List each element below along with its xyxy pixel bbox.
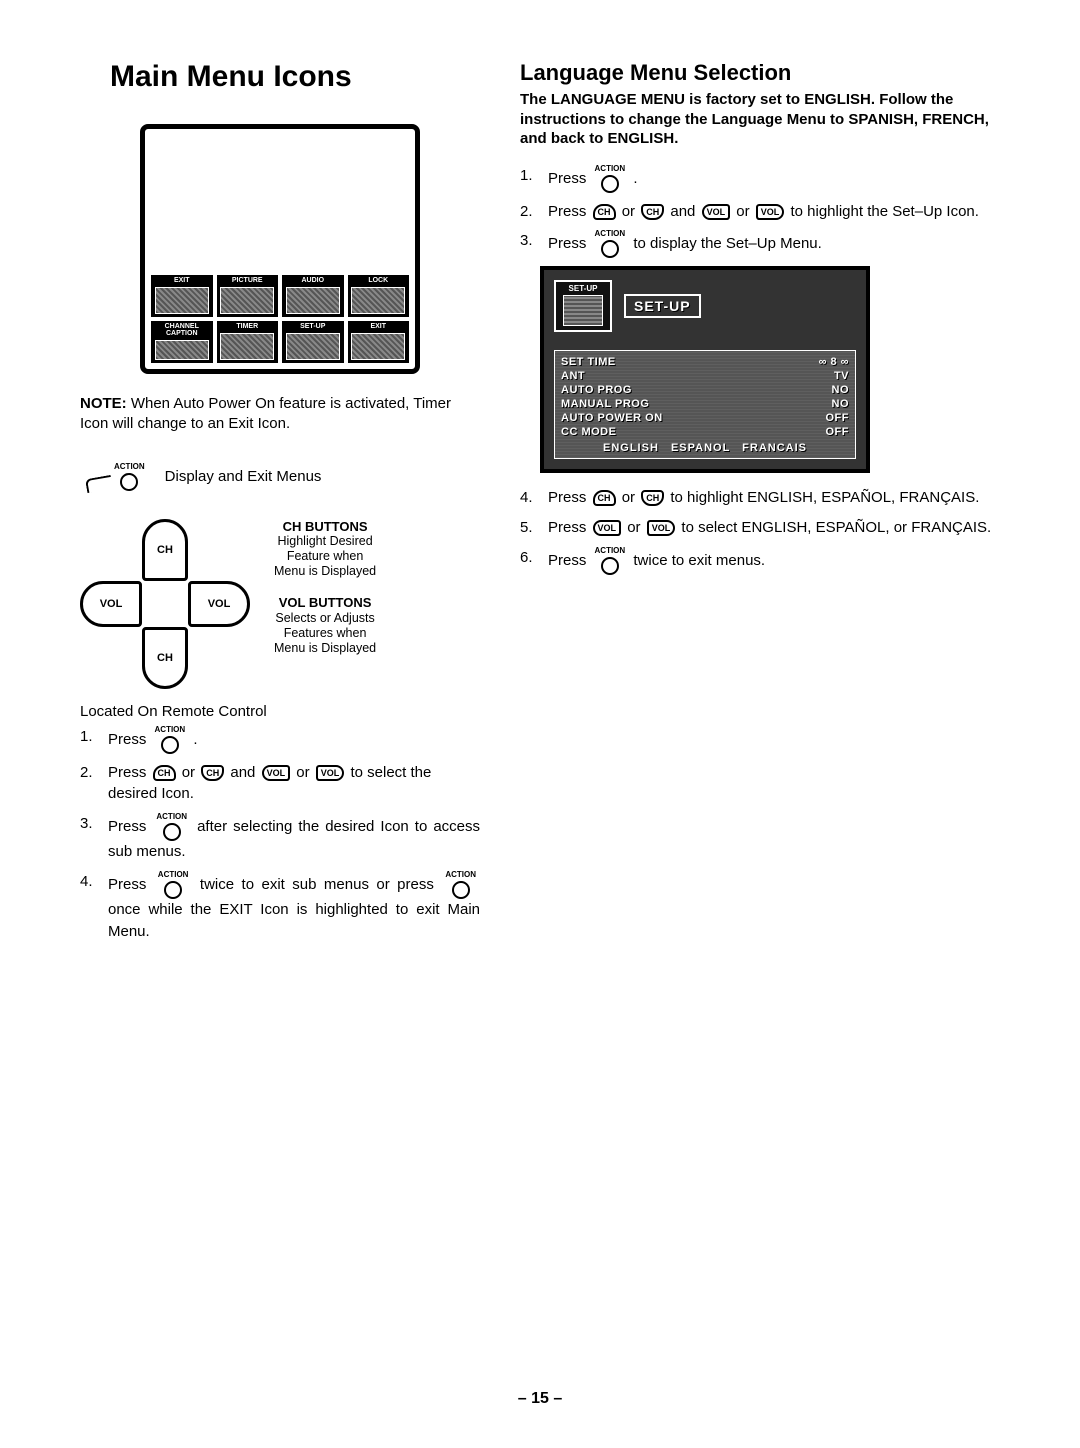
osd-row-set-time: SET TIME∞ 8 ∞	[561, 355, 849, 369]
vol-left-icon: VOL	[262, 765, 291, 781]
right-step-6: Press ACTION twice to exit menus.	[520, 547, 1000, 575]
right-step-5: Press VOL or VOL to select ENGLISH, ESPA…	[520, 517, 1000, 539]
language-intro: The LANGUAGE MENU is factory set to ENGL…	[520, 90, 1000, 149]
ch-up-icon: CH	[593, 204, 616, 220]
setup-osd-illustration: SET-UP SET-UP SET TIME∞ 8 ∞ ANTTV AUTO P…	[540, 266, 870, 473]
menu-icon-lock: LOCK	[348, 275, 410, 317]
ch-down-icon: CH	[201, 765, 224, 781]
vol-left-icon: VOL	[702, 204, 731, 220]
menu-icon-audio: AUDIO	[282, 275, 344, 317]
ch-up-icon: CH	[593, 490, 616, 506]
right-step-1: Press ACTION .	[520, 165, 1000, 193]
action-button-icon: ACTION	[595, 165, 626, 193]
dpad-vol-left: VOL	[80, 581, 142, 627]
tv-menu-illustration: EXIT PICTURE AUDIO LOCK CHANNEL CAPTION …	[140, 124, 420, 374]
left-steps: Press ACTION . Press CH or CH and VOL or…	[80, 726, 480, 943]
menu-icon-picture: PICTURE	[217, 275, 279, 317]
right-step-3: Press ACTION to display the Set–Up Menu.	[520, 230, 1000, 258]
left-step-4: Press ACTION twice to exit sub menus or …	[80, 871, 480, 943]
vol-right-icon: VOL	[316, 765, 345, 781]
osd-language-row: ENGLISH ESPANOL FRANCAIS	[561, 439, 849, 454]
osd-setup-badge: SET-UP	[624, 294, 701, 318]
right-step-2: Press CH or CH and VOL or VOL to highlig…	[520, 201, 1000, 223]
page-number: – 15 –	[80, 1390, 1000, 1408]
action-button-icon: ACTION	[155, 726, 186, 754]
menu-icon-exit: EXIT	[151, 275, 213, 317]
remote-control-note: Located On Remote Control	[80, 703, 480, 720]
main-menu-icons-heading: Main Menu Icons	[80, 60, 480, 94]
action-button-icon: ACTION	[595, 230, 626, 258]
ch-down-icon: CH	[641, 490, 664, 506]
menu-icon-exit-2: EXIT	[348, 321, 410, 363]
osd-row-auto-power: AUTO POWER ONOFF	[561, 411, 849, 425]
action-desc: Display and Exit Menus	[165, 468, 322, 485]
action-button-icon: ACTION	[445, 871, 476, 899]
action-button-icon: ACTION	[595, 547, 626, 575]
dpad-illustration: CH CH VOL VOL	[80, 519, 250, 689]
right-steps: Press ACTION . Press CH or CH and VOL or…	[520, 165, 1000, 259]
menu-icon-channel-caption: CHANNEL CAPTION	[151, 321, 213, 363]
menu-icon-setup: SET-UP	[282, 321, 344, 363]
vol-right-icon: VOL	[647, 520, 676, 536]
ch-down-icon: CH	[641, 204, 664, 220]
left-step-3: Press ACTION after selecting the desired…	[80, 813, 480, 863]
menu-icon-timer: TIMER	[217, 321, 279, 363]
right-step-4: Press CH or CH to highlight ENGLISH, ESP…	[520, 487, 1000, 509]
dpad-ch-down: CH	[142, 627, 188, 689]
action-button-icon: ACTION	[156, 813, 187, 841]
dpad-vol-right: VOL	[188, 581, 250, 627]
auto-power-note: NOTE: When Auto Power On feature is acti…	[80, 394, 480, 435]
language-menu-heading: Language Menu Selection	[520, 60, 1000, 86]
ch-up-icon: CH	[153, 765, 176, 781]
vol-right-icon: VOL	[756, 204, 785, 220]
right-steps-cont: Press CH or CH to highlight ENGLISH, ESP…	[520, 487, 1000, 575]
osd-row-cc-mode: CC MODEOFF	[561, 425, 849, 439]
left-step-1: Press ACTION .	[80, 726, 480, 754]
action-button-icon: ACTION	[158, 871, 189, 899]
vol-left-icon: VOL	[593, 520, 622, 536]
left-step-2: Press CH or CH and VOL or VOL to select …	[80, 762, 480, 806]
osd-row-ant: ANTTV	[561, 369, 849, 383]
dpad-ch-up: CH	[142, 519, 188, 581]
osd-row-manual-prog: MANUAL PROGNO	[561, 397, 849, 411]
dpad-descriptions: CH BUTTONS Highlight Desired Feature whe…	[274, 519, 376, 656]
osd-row-auto-prog: AUTO PROGNO	[561, 383, 849, 397]
action-button-icon: ACTION	[114, 463, 145, 491]
osd-setup-icon: SET-UP	[554, 280, 612, 332]
